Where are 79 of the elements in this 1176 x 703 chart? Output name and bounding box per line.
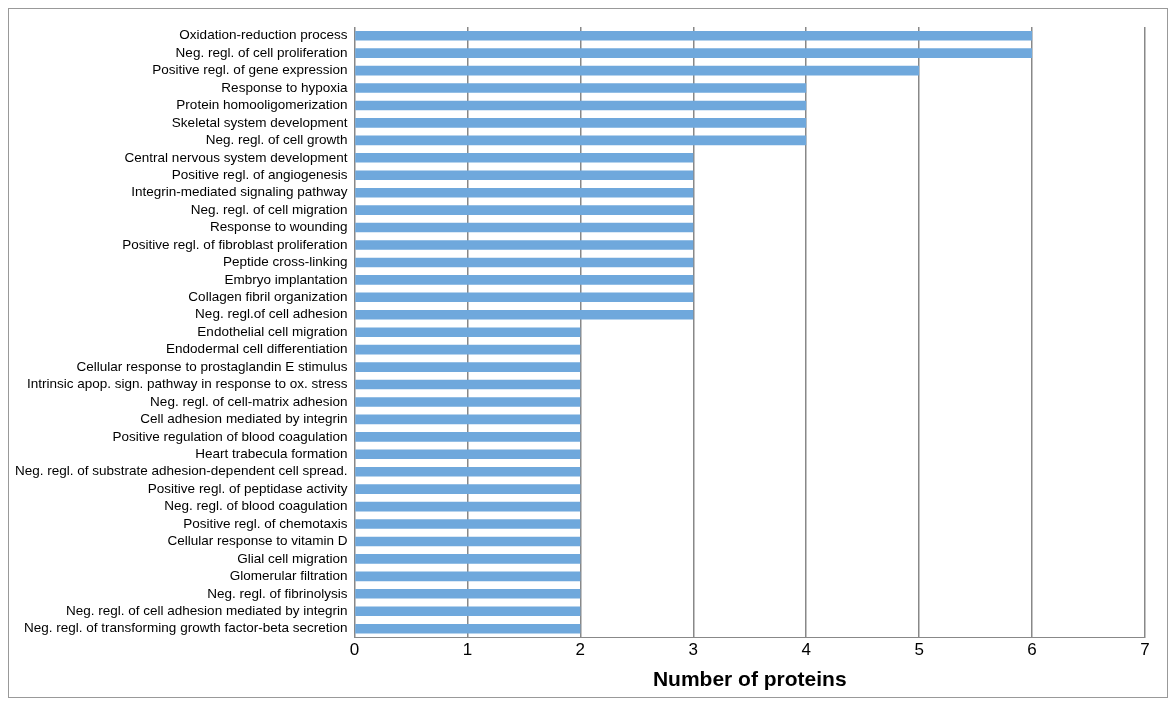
- bar: [355, 100, 807, 111]
- bar: [355, 309, 694, 320]
- y-tick-label: Oxidation-reduction process: [179, 27, 348, 43]
- y-tick-label: Neg. regl. of blood coagulation: [164, 498, 348, 514]
- y-tick-label: Neg. regl. of substrate adhesion-dependent cell spread.: [15, 463, 348, 479]
- y-tick-label: Heart trabecula formation: [195, 446, 348, 461]
- bar: [355, 187, 694, 198]
- y-tick-label: Integrin-mediated signaling pathway: [131, 184, 348, 200]
- y-tick-label: Embryo implantation: [224, 271, 348, 287]
- y-tick-label: Collagen fibril organization: [188, 289, 348, 305]
- bar: [355, 466, 581, 477]
- x-tick-label: 1: [462, 640, 473, 660]
- bar: [355, 554, 581, 564]
- bar: [355, 170, 694, 181]
- x-tick-label: 0: [349, 640, 360, 660]
- bar: [355, 118, 807, 128]
- bar: [355, 432, 581, 442]
- y-tick-label: Neg. regl. of transforming growth factor-beta secretion: [24, 620, 348, 636]
- y-tick-label: Central nervous system development: [124, 149, 348, 165]
- y-tick-label: Glomerular filtration: [229, 568, 348, 584]
- y-tick-label: Endothelial cell migration: [197, 323, 348, 339]
- bar: [355, 589, 581, 599]
- bar: [355, 484, 581, 494]
- y-tick-label: Neg. regl. of fibrinolysis: [207, 585, 348, 601]
- bar: [355, 414, 581, 425]
- bar: [355, 275, 694, 285]
- bar: [355, 135, 807, 146]
- x-tick-label: 3: [688, 640, 698, 660]
- bar: [355, 397, 581, 407]
- y-tick-label: Neg. regl. of cell-matrix adhesion: [150, 393, 348, 409]
- y-tick-label: Positive regl. of gene expression: [152, 62, 348, 78]
- y-tick-label: Positive regl. of angiogenesis: [171, 166, 348, 182]
- y-tick-label: Response to hypoxia: [221, 79, 348, 95]
- bar: [355, 30, 1033, 41]
- bar: [355, 257, 694, 268]
- bar: [355, 501, 581, 512]
- y-tick-label: Neg. regl. of cell adhesion mediated by integrin: [66, 602, 348, 618]
- bar: [355, 48, 1033, 58]
- bar: [355, 222, 694, 233]
- bar: [355, 153, 694, 163]
- x-tick-label: 6: [1027, 640, 1037, 660]
- bar: [355, 606, 581, 617]
- y-tick-label: Response to wounding: [210, 219, 348, 235]
- y-tick-label: Endodermal cell differentiation: [166, 341, 348, 357]
- bar: [355, 292, 694, 303]
- x-tick-label: 5: [914, 640, 924, 660]
- x-tick-label: 2: [575, 640, 586, 660]
- bar: [355, 623, 581, 634]
- bar: [355, 362, 581, 372]
- y-tick-label: Cellular response to prostaglandin E stimulus: [76, 358, 348, 374]
- bar: [355, 571, 581, 582]
- bar: [355, 379, 581, 390]
- y-tick-label: Positive regulation of blood coagulation: [112, 428, 348, 444]
- y-tick-label: Glial cell migration: [237, 550, 348, 566]
- y-tick-label: Neg. regl. of cell growth: [205, 132, 348, 148]
- bar: [355, 65, 920, 76]
- y-tick-label: Intrinsic apop. sign. pathway in response to ox. stress: [27, 376, 348, 392]
- x-tick-label: 7: [1140, 640, 1150, 660]
- bar: [355, 327, 581, 337]
- y-tick-label: Protein homooligomerization: [176, 97, 348, 113]
- y-tick-label: Neg. regl.of cell adhesion: [195, 306, 348, 322]
- y-tick-label: Neg. regl. of cell proliferation: [175, 44, 348, 60]
- y-tick-label: Positive regl. of fibroblast proliferation: [122, 236, 348, 252]
- bar: [355, 205, 694, 215]
- bar: [355, 519, 581, 529]
- y-tick-label: Peptide cross-linking: [222, 254, 348, 270]
- bar: [355, 536, 581, 547]
- y-tick-label: Cell adhesion mediated by integrin: [140, 411, 348, 427]
- x-axis-title: Number of proteins: [652, 667, 847, 691]
- y-tick-label: Neg. regl. of cell migration: [190, 201, 348, 217]
- y-tick-label: Positive regl. of chemotaxis: [183, 515, 348, 531]
- bar: [355, 344, 581, 355]
- y-tick-label: Skeletal system development: [171, 114, 348, 130]
- bar: [355, 83, 807, 93]
- x-tick-label: 4: [801, 640, 811, 660]
- bar: [355, 240, 694, 250]
- bar: [355, 449, 581, 460]
- y-tick-label: Cellular response to vitamin D: [167, 533, 348, 549]
- y-tick-label: Positive regl. of peptidase activity: [147, 480, 348, 496]
